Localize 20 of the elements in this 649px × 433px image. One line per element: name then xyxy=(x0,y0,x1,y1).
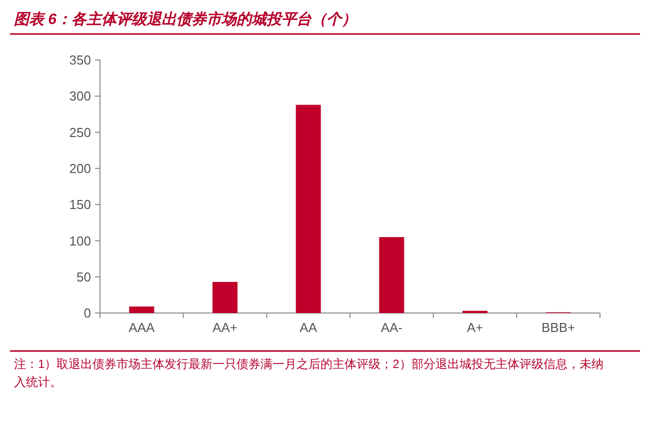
y-tick-label: 250 xyxy=(69,124,91,140)
bar xyxy=(296,104,321,313)
x-tick-label: AA- xyxy=(380,320,403,335)
y-tick-label: 200 xyxy=(69,160,91,176)
x-tick-label: AA+ xyxy=(212,320,238,335)
y-tick-label: 50 xyxy=(76,269,91,284)
text: 注：1）取退出债券市场主体发行最新一只债券满一月之后的主体评级；2）部分退出城投无主体评级信息，未纳入统计。 xyxy=(14,357,604,389)
bar xyxy=(379,237,404,313)
y-tick-label: 150 xyxy=(69,197,91,212)
y-tick-label: 350 xyxy=(69,52,91,68)
x-tick-label: AAA xyxy=(128,320,155,335)
y-tick-label: 0 xyxy=(84,306,91,321)
chart-title: 图表 6：各主体评级退出债券市场的城投平台（个） xyxy=(14,10,357,28)
bar xyxy=(212,282,238,313)
y-tick-label: 300 xyxy=(69,88,91,104)
x-tick-label: AA xyxy=(300,320,318,335)
x-tick-label: BBB+ xyxy=(542,320,576,335)
x-tick-label: A+ xyxy=(466,320,484,335)
y-tick-label: 100 xyxy=(69,233,91,248)
bar xyxy=(129,306,154,313)
